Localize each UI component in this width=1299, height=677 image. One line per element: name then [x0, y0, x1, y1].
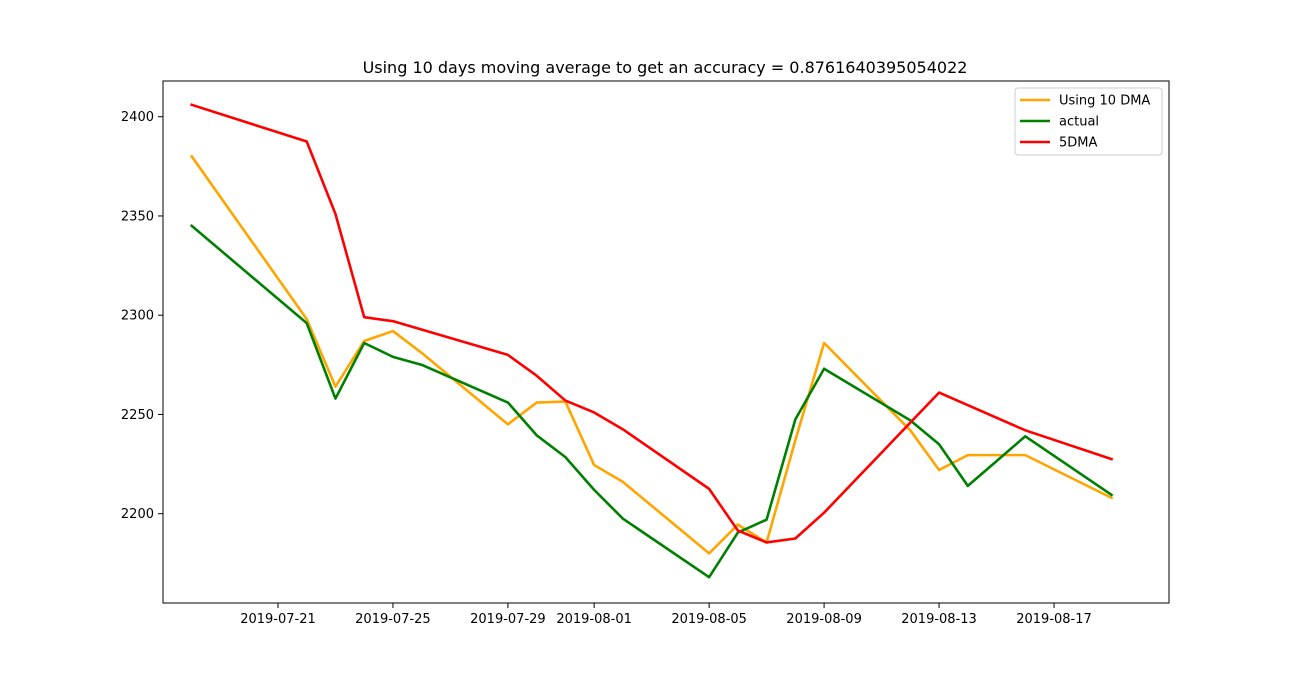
y-tick-label: 2300	[121, 309, 154, 324]
legend-label: actual	[1059, 115, 1099, 130]
y-tick-label: 2350	[121, 209, 154, 224]
legend-box	[1014, 87, 1163, 156]
x-tick-label: 2019-07-25	[355, 612, 431, 627]
legend-label: Using 10 DMA	[1059, 94, 1150, 109]
x-tick-label: 2019-08-09	[786, 612, 862, 627]
chart-title: Using 10 days moving average to get an a…	[363, 58, 968, 77]
x-tick-label: 2019-08-17	[1016, 612, 1092, 627]
series-layer	[189, 103, 1114, 579]
axes-layer: 2019-07-21 2019-07-25 2019-07-29 2019-08-01…	[121, 80, 1170, 627]
x-tick-label: 2019-07-29	[470, 612, 546, 627]
series-line-using-10-dma	[189, 154, 1114, 555]
x-tick-label: 2019-08-05	[671, 612, 747, 627]
legend-label: 5DMA	[1059, 136, 1097, 151]
y-tick-label: 2250	[121, 408, 154, 423]
x-tick-label: 2019-08-01	[556, 612, 632, 627]
plot-frame	[162, 80, 1170, 604]
y-tick-label: 2200	[121, 507, 154, 522]
series-line-actual	[189, 224, 1114, 579]
x-tick-label: 2019-07-21	[240, 612, 316, 627]
legend: Using 10 DMA actual 5DMA	[1014, 87, 1163, 156]
x-tick-label: 2019-08-13	[901, 612, 977, 627]
series-line-5dma	[190, 103, 1114, 544]
y-tick-label: 2400	[121, 110, 154, 125]
